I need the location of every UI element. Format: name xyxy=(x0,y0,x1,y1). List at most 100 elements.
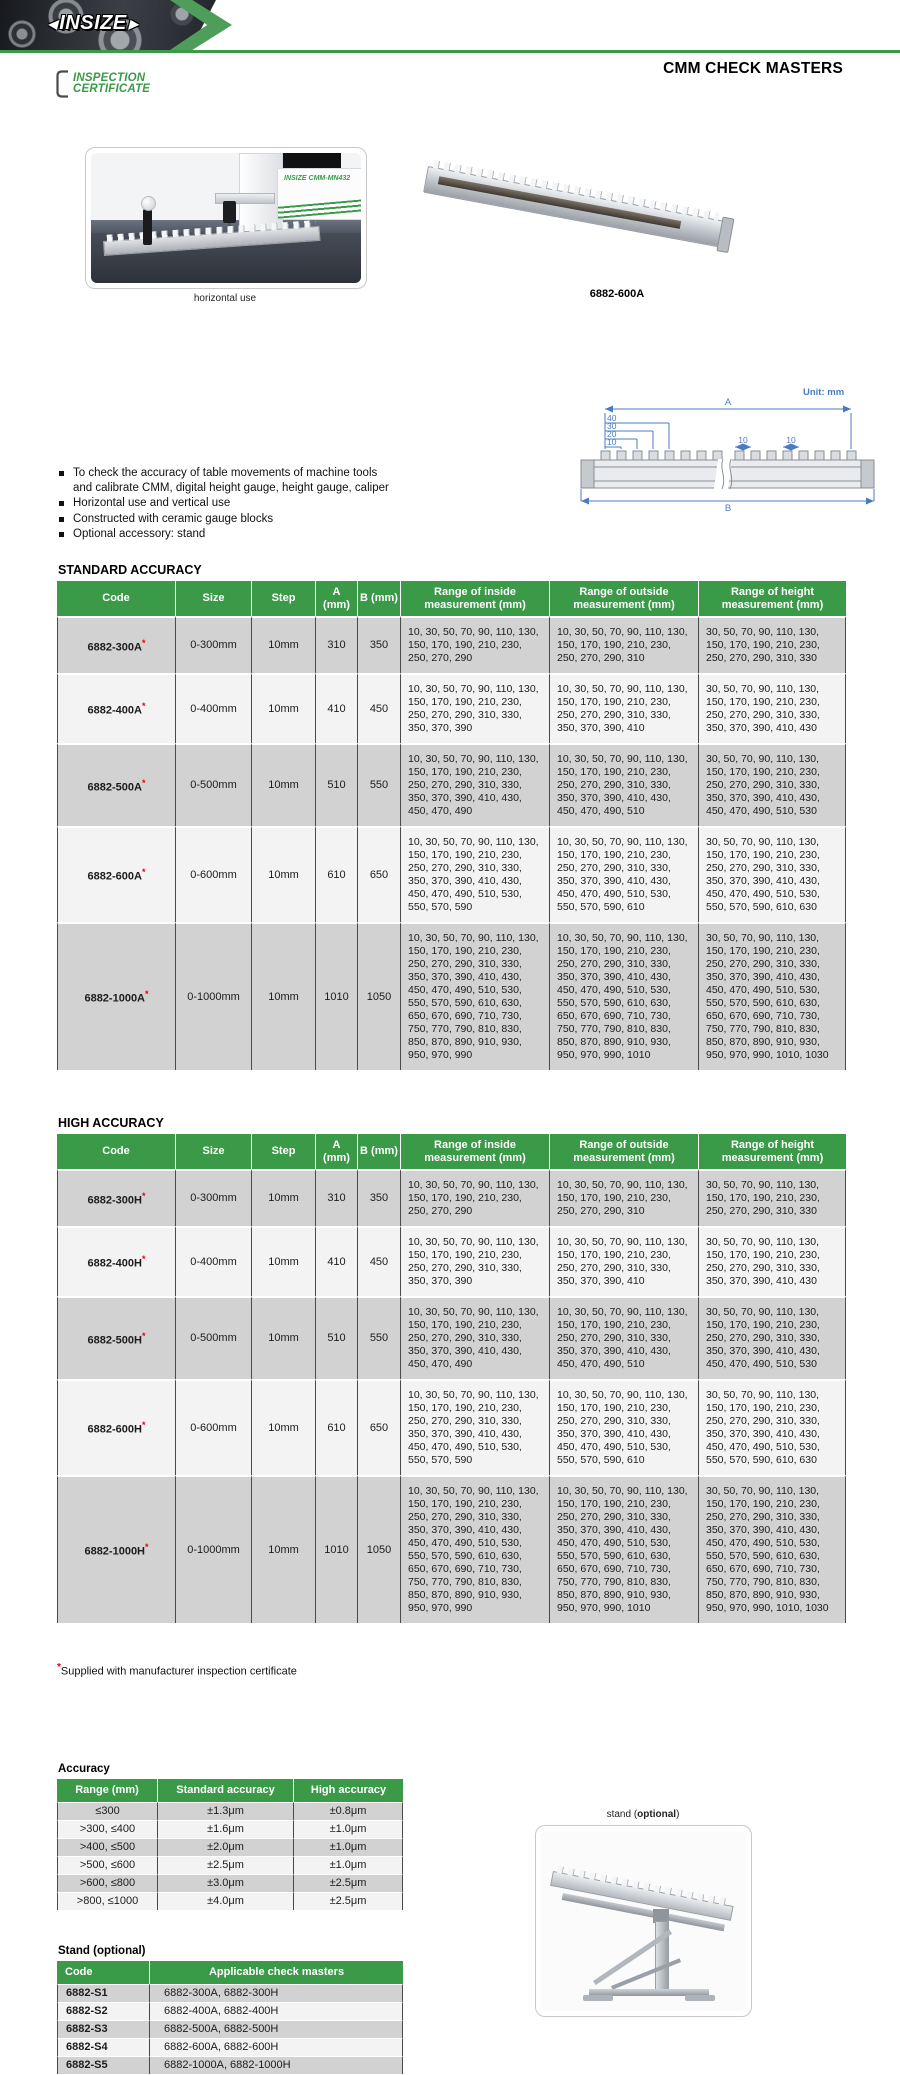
inspection-certificate-badge: INSPECTION CERTIFICATE xyxy=(55,69,150,99)
cmm-window xyxy=(283,153,341,169)
table-row: >400, ≤500 ±2.0μm ±1.0μm xyxy=(57,1837,403,1856)
code-cell: 6882-1000A* xyxy=(57,922,175,1070)
stand-section: Stand (optional) Code Applicable check ma… xyxy=(57,1945,403,2074)
b-cell: 650 xyxy=(357,1379,400,1475)
a-cell: 410 xyxy=(315,1226,357,1296)
caption-product-code: 6882-600A xyxy=(589,288,645,300)
standard-accuracy-cell: ±1.6μm xyxy=(157,1819,293,1838)
table-row: 6882-300H* 0-300mm 10mm 310 350 10, 30, … xyxy=(57,1169,846,1226)
cmm-green-stripes xyxy=(278,198,361,219)
table-header-row: Code Size Step A (mm) B (mm) Range of inside … xyxy=(57,581,846,616)
stand-image xyxy=(535,1825,752,2017)
table-header-row: Code Applicable check masters xyxy=(57,1961,403,1984)
insize-logo: ◀ INSIZE ▶ xyxy=(48,12,138,35)
size-cell: 0-300mm xyxy=(175,1169,251,1226)
table-row: 6882-S5 6882-1000A, 6882-1000H xyxy=(57,2055,403,2074)
accuracy-section: Accuracy Range (mm) Standard accuracy High… xyxy=(57,1763,403,1910)
column-header: B (mm) xyxy=(357,581,400,616)
height-range-cell: 30, 50, 70, 90, 110, 130, 150, 170, 190,… xyxy=(698,1379,846,1475)
standard-accuracy-section: STANDARD ACCURACY Code Size Step A (mm) B (m… xyxy=(57,563,846,1070)
code-cell: 6882-600H* xyxy=(57,1379,175,1475)
feature-item: Optional accessory: stand xyxy=(58,527,528,542)
b-cell: 1050 xyxy=(357,1475,400,1623)
high-accuracy-cell: ±1.0μm xyxy=(293,1819,403,1838)
a-cell: 610 xyxy=(315,1379,357,1475)
column-header: High accuracy xyxy=(293,1779,403,1802)
bullet-square-icon xyxy=(59,471,64,476)
size-cell: 0-1000mm xyxy=(175,1475,251,1623)
cmm-probe-arm xyxy=(215,193,275,204)
bullet-square-icon xyxy=(59,501,64,506)
asterisk: * xyxy=(141,637,146,648)
table-row: ≤300 ±1.3μm ±0.8μm xyxy=(57,1801,403,1820)
reference-stylus-post xyxy=(143,209,152,245)
badge-line-1: INSPECTION xyxy=(73,71,146,84)
standard-accuracy-cell: ±3.0μm xyxy=(157,1873,293,1892)
high-accuracy-table: Code Size Step A (mm) B (mm) Range of inside … xyxy=(57,1134,846,1623)
applicable-masters-cell: 6882-300A, 6882-300H xyxy=(149,1983,403,2002)
logo-arrow-left-icon: ◀ xyxy=(48,16,58,31)
step-cell: 10mm xyxy=(251,673,315,743)
column-header: Step xyxy=(251,1134,315,1169)
table-row: 6882-S1 6882-300A, 6882-300H xyxy=(57,1983,403,2002)
bullet-square-icon xyxy=(59,532,64,537)
inside-range-cell: 10, 30, 50, 70, 90, 110, 130, 150, 170, … xyxy=(400,1226,549,1296)
standard-accuracy-table: Code Size Step A (mm) B (mm) Range of inside … xyxy=(57,581,846,1070)
high-accuracy-cell: ±2.5μm xyxy=(293,1891,403,1910)
column-header: Size xyxy=(175,1134,251,1169)
column-header: Range of inside measurement (mm) xyxy=(400,581,549,616)
high-accuracy-cell: ±0.8μm xyxy=(293,1801,403,1820)
step-cell: 10mm xyxy=(251,1296,315,1379)
stand-code-cell: 6882-S5 xyxy=(57,2055,149,2074)
table-header-row: Range (mm) Standard accuracy High accuracy xyxy=(57,1779,403,1802)
dim-20-label: 20 xyxy=(607,429,617,439)
column-header: Step xyxy=(251,581,315,616)
caption-horizontal-use: horizontal use xyxy=(193,293,257,304)
b-cell: 550 xyxy=(357,1296,400,1379)
inside-range-cell: 10, 30, 50, 70, 90, 110, 130, 150, 170, … xyxy=(400,1169,549,1226)
cmm-probe-head xyxy=(223,201,236,223)
outside-range-cell: 10, 30, 50, 70, 90, 110, 130, 150, 170, … xyxy=(549,1169,698,1226)
height-range-cell: 30, 50, 70, 90, 110, 130, 150, 170, 190,… xyxy=(698,1475,846,1623)
code-cell: 6882-500H* xyxy=(57,1296,175,1379)
code-cell: 6882-300A* xyxy=(57,616,175,673)
header-rule xyxy=(0,50,900,53)
standard-accuracy-cell: ±2.0μm xyxy=(157,1837,293,1856)
feature-item: Constructed with ceramic gauge blocks xyxy=(58,512,528,527)
column-header: A (mm) xyxy=(315,581,357,616)
size-cell: 0-600mm xyxy=(175,826,251,922)
table-row: >500, ≤600 ±2.5μm ±1.0μm xyxy=(57,1855,403,1874)
bullet-square-icon xyxy=(59,516,64,522)
range-cell: >300, ≤400 xyxy=(57,1819,157,1838)
stand-code-cell: 6882-S4 xyxy=(57,2037,149,2056)
inside-range-cell: 10, 30, 50, 70, 90, 110, 130, 150, 170, … xyxy=(400,922,549,1070)
column-header: Range of inside measurement (mm) xyxy=(400,1134,549,1169)
standard-accuracy-cell: ±1.3μm xyxy=(157,1801,293,1820)
step-cell: 10mm xyxy=(251,826,315,922)
size-cell: 0-1000mm xyxy=(175,922,251,1070)
table-row: 6882-600A* 0-600mm 10mm 610 650 10, 30, … xyxy=(57,826,846,922)
column-header: B (mm) xyxy=(357,1134,400,1169)
footnote: *Supplied with manufacturer inspection c… xyxy=(57,1662,297,1678)
outside-range-cell: 10, 30, 50, 70, 90, 110, 130, 150, 170, … xyxy=(549,1475,698,1623)
dim-30-label: 30 xyxy=(607,421,617,431)
cmm-photo: INSIZE CMM-MN432 xyxy=(91,153,361,283)
step-cell: 10mm xyxy=(251,1379,315,1475)
checkmaster-end-block xyxy=(716,216,735,254)
stand-clamp xyxy=(653,1909,669,1923)
outside-range-cell: 10, 30, 50, 70, 90, 110, 130, 150, 170, … xyxy=(549,673,698,743)
asterisk: * xyxy=(141,777,146,788)
height-range-cell: 30, 50, 70, 90, 110, 130, 150, 170, 190,… xyxy=(698,1296,846,1379)
asterisk: * xyxy=(141,1190,146,1201)
column-header: A (mm) xyxy=(315,1134,357,1169)
inside-range-cell: 10, 30, 50, 70, 90, 110, 130, 150, 170, … xyxy=(400,1475,549,1623)
certificate-icon xyxy=(56,70,68,98)
height-range-cell: 30, 50, 70, 90, 110, 130, 150, 170, 190,… xyxy=(698,1226,846,1296)
range-cell: >800, ≤1000 xyxy=(57,1891,157,1910)
asterisk: * xyxy=(141,1420,146,1431)
high-accuracy-cell: ±1.0μm xyxy=(293,1855,403,1874)
inside-range-cell: 10, 30, 50, 70, 90, 110, 130, 150, 170, … xyxy=(400,743,549,826)
range-cell: >500, ≤600 xyxy=(57,1855,157,1874)
table-row: >300, ≤400 ±1.6μm ±1.0μm xyxy=(57,1819,403,1838)
